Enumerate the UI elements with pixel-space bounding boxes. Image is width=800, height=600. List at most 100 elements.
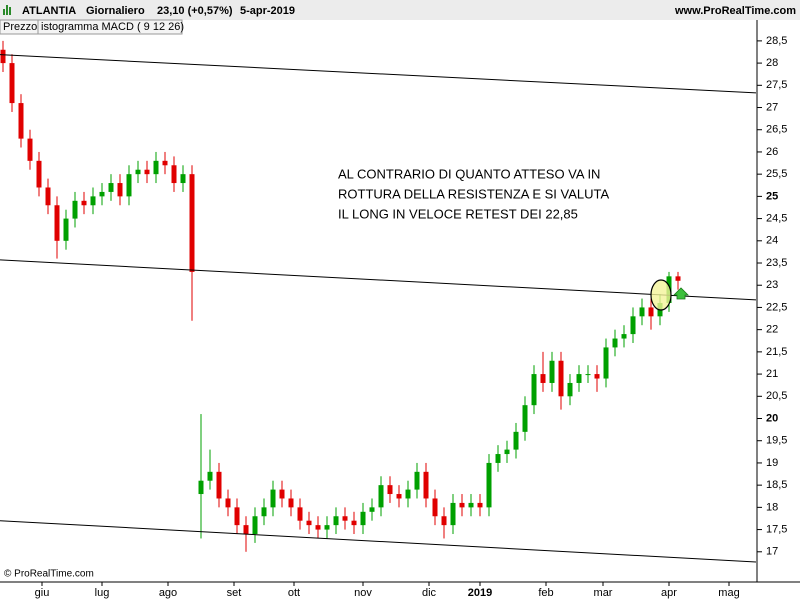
x-tick-label: nov [354, 587, 372, 599]
candle-body [207, 471, 213, 481]
candle-body [279, 489, 285, 499]
annotation: IL LONG IN VELOCE RETEST DEI 22,85 [338, 206, 578, 221]
candle-body [108, 183, 114, 192]
candle-body [306, 520, 312, 526]
candle-body [243, 525, 249, 535]
copyright: © ProRealTime.com [4, 569, 94, 580]
y-tick-label: 26,5 [766, 124, 787, 136]
candle-body [198, 480, 204, 495]
x-tick-label: giu [35, 587, 50, 599]
plot-area: 17 17,5 18 18,5 19 19,5 20 20,5 21 21,5 22 22,5 23 23… [0, 35, 787, 599]
candle-body [234, 507, 240, 526]
candle-body [117, 183, 123, 197]
y-tick-label: 25,5 [766, 168, 787, 180]
candle-body [414, 471, 420, 490]
candle-body [396, 494, 402, 499]
y-tick-label: 20 [766, 412, 778, 424]
candle-body [342, 516, 348, 521]
y-tick-label: 27 [766, 101, 778, 113]
candle-body [162, 160, 168, 166]
candle-body [477, 502, 483, 508]
y-tick-label: 23 [766, 279, 778, 291]
candle-body [423, 471, 429, 499]
candle-body [432, 498, 438, 517]
annotation: ROTTURA DELLA RESISTENZA E SI VALUTA [338, 186, 609, 201]
website: www.ProRealTime.com [674, 5, 796, 17]
candle-body [387, 485, 393, 495]
candle-body [675, 276, 681, 281]
candle-body [261, 507, 267, 517]
candle-body [576, 374, 582, 383]
trend-line [0, 54, 757, 94]
y-tick-label: 28 [766, 57, 778, 69]
candle-body [360, 511, 366, 526]
candle-body [495, 454, 501, 463]
header-bar [0, 0, 800, 20]
candle-body [27, 138, 33, 161]
y-tick-label: 20,5 [766, 390, 787, 402]
y-tick-label: 18,5 [766, 479, 787, 491]
candle-body [522, 405, 528, 432]
candle-body [351, 520, 357, 526]
y-tick-label: 26 [766, 146, 778, 158]
candle-body [378, 485, 384, 508]
candle-body [252, 516, 258, 535]
candle-body [531, 374, 537, 406]
y-tick-label: 22,5 [766, 301, 787, 313]
candle-body [324, 525, 330, 530]
y-tick-label: 27,5 [766, 79, 787, 91]
y-tick-label: 17 [766, 546, 778, 558]
candle-body [594, 374, 600, 379]
x-tick-label: 2019 [468, 587, 492, 599]
candle-body [72, 200, 78, 219]
candle-body [639, 307, 645, 317]
candle-body [297, 507, 303, 521]
candle-body [216, 471, 222, 499]
y-tick-label: 24 [766, 235, 778, 247]
candle-body [486, 462, 492, 508]
candle-body [567, 382, 573, 397]
candle-body [63, 218, 69, 241]
candle-body [189, 174, 195, 272]
date: 5-apr-2019 [240, 5, 295, 17]
y-tick-label: 18 [766, 501, 778, 513]
candle-body [126, 174, 132, 197]
candle-body [144, 169, 150, 175]
y-tick-label: 25 [766, 190, 778, 202]
y-tick-label: 17,5 [766, 523, 787, 535]
candle-body [18, 103, 24, 139]
candle-body [558, 360, 564, 397]
app-icon [3, 5, 11, 15]
candle-body [54, 205, 60, 241]
candle-body [171, 165, 177, 184]
candle-body [81, 200, 87, 206]
candle-body [585, 374, 591, 376]
last-price: 23,10 (+0,57%) [157, 5, 233, 17]
candle-body [369, 507, 375, 512]
candle-body [180, 174, 186, 184]
candle-body [225, 498, 231, 508]
x-tick-label: feb [538, 587, 553, 599]
candle-body [45, 187, 51, 206]
y-tick-label: 21 [766, 368, 778, 380]
candle-body [603, 347, 609, 379]
x-tick-label: dic [422, 587, 437, 599]
candle-body [468, 502, 474, 508]
candle-body [315, 525, 321, 530]
candle-body [504, 449, 510, 455]
tab-label[interactable]: istogramma MACD ( 9 12 26) [41, 21, 184, 33]
candle-body [630, 316, 636, 335]
candle-body [288, 498, 294, 508]
trend-line [0, 520, 757, 563]
candle-body [333, 516, 339, 526]
candle-body [540, 374, 546, 383]
candle-body [135, 169, 141, 175]
y-tick-label: 23,5 [766, 257, 787, 269]
x-tick-label: mar [594, 587, 613, 599]
tab-label[interactable]: Prezzo [3, 21, 37, 33]
x-tick-label: set [227, 587, 242, 599]
tab[interactable] [37, 19, 183, 35]
candle-body [153, 160, 159, 175]
